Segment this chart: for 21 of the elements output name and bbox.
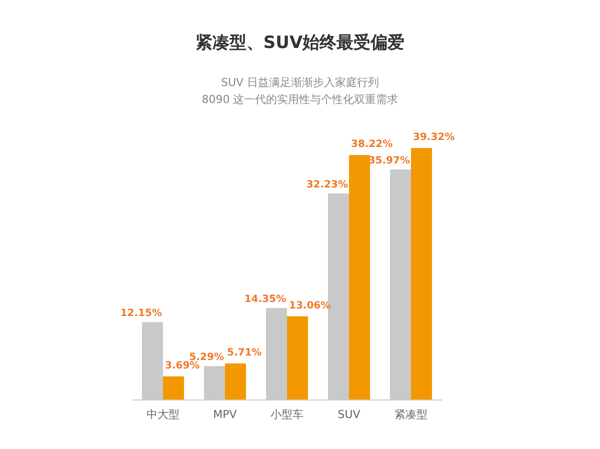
data-label: 38.22% [351, 139, 393, 150]
data-label: 14.35% [244, 294, 286, 306]
x-tick-label: 紧凑型 [394, 408, 428, 421]
bar [287, 316, 308, 400]
chart-subtitle: SUV 日益满足渐渐步入家庭行列 8090 这一代的实用性与个性化双重需求 [202, 76, 398, 106]
x-tick-label: SUV [338, 408, 361, 421]
x-tick-label: 中大型 [146, 408, 180, 421]
data-label: 13.06% [289, 300, 331, 312]
bar [163, 376, 184, 400]
data-label: 32.23% [306, 179, 348, 190]
bar [349, 155, 370, 400]
data-label: 5.71% [227, 347, 262, 358]
data-label: 39.32% [413, 132, 455, 143]
bar [411, 148, 432, 400]
x-tick-label: 小型车 [270, 408, 304, 421]
bar [225, 363, 246, 400]
chart-title: 紧凑型、SUV始终最受偏爱 [195, 33, 405, 53]
x-tick-label: MPV [213, 408, 238, 421]
data-label: 3.69% [165, 360, 200, 372]
data-label: 35.97% [368, 155, 410, 166]
data-label: 12.15% [120, 308, 162, 320]
